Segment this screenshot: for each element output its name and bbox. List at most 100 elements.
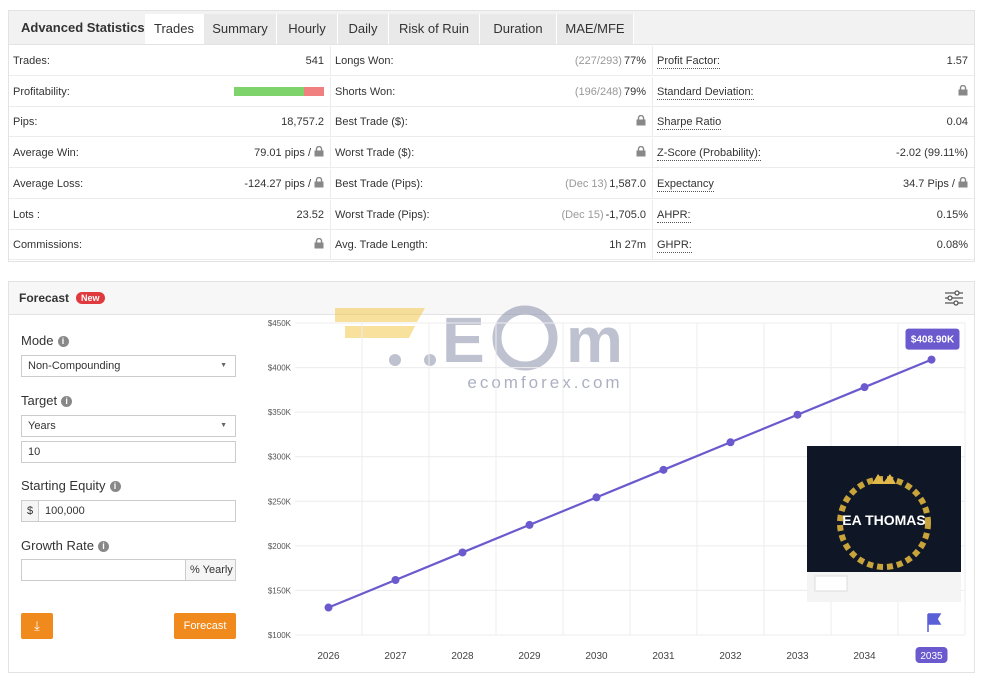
stat-label-text: GHPR: — [657, 239, 692, 254]
tab[interactable]: Risk of Ruin — [389, 14, 480, 44]
ad-image: EA THOMAS — [807, 446, 961, 602]
stat-value: 0.08% — [936, 239, 968, 252]
x-tick-label: 2029 — [518, 651, 541, 662]
stat-label: Best Trade (Pips): — [335, 177, 424, 190]
mode-select[interactable]: Non-Compounding ▼ — [21, 355, 236, 377]
stat-row: Profitability: — [9, 76, 331, 107]
stat-row: Sharpe Ratio 0.04 — [653, 107, 974, 138]
stat-value: 0.15% — [936, 208, 968, 221]
stat-value-cell: (Dec 15) -1,705.0 — [561, 200, 646, 230]
tab[interactable]: Trades — [145, 14, 204, 44]
stat-row: Lots : 23.52 — [9, 199, 331, 230]
lock-icon — [958, 176, 968, 188]
x-tick-label: 2035 — [920, 651, 943, 662]
x-tick-label: 2026 — [317, 651, 340, 662]
y-tick-label: $150K — [268, 586, 292, 595]
stat-value-cell: (Dec 13) 1,587.0 — [565, 169, 646, 199]
stat-value-cell: 0.04 — [947, 107, 968, 137]
stat-label: Avg. Trade Length: — [335, 239, 428, 252]
stat-value-cell: 79.01 pips / — [254, 138, 324, 168]
value-tooltip — [905, 328, 960, 350]
data-point — [659, 465, 668, 474]
stat-label: Z-Score (Probability): — [657, 138, 761, 168]
profitability-bar — [234, 86, 324, 96]
mode-label: Mode i — [21, 333, 69, 348]
stat-value-cell — [311, 230, 324, 260]
download-button[interactable]: ⤓ — [21, 613, 53, 639]
data-point — [793, 410, 802, 419]
stat-row: Shorts Won: (196/248) 79% — [331, 76, 653, 107]
stat-value: -2.02 (99.11%) — [896, 147, 968, 160]
svg-text:m: m — [566, 304, 623, 376]
mode-value: Non-Compounding — [28, 360, 121, 372]
tab-bar: Advanced Statistics Trades Summary Hourly D… — [9, 11, 974, 45]
stat-value-cell: 23.52 — [296, 200, 324, 230]
stat-value-cell: 0.08% — [937, 230, 968, 260]
x-tick-label: 2033 — [786, 651, 809, 662]
stat-value-cell: 1h 27m — [609, 230, 646, 260]
stat-label: Sharpe Ratio — [657, 107, 722, 137]
stat-row: Commissions: — [9, 230, 331, 261]
stat-label: Longs Won: — [335, 55, 394, 67]
stat-label: GHPR: — [657, 230, 692, 260]
growth-label-text: Growth Rate — [21, 538, 94, 553]
new-badge: New — [76, 292, 105, 304]
stat-row: Average Win: 79.01 pips / — [9, 138, 331, 169]
stat-label-text: Expectancy — [657, 177, 714, 192]
x-tick-highlight — [915, 647, 948, 663]
watermark-text: ecomforex.com — [467, 373, 622, 392]
stat-value: 79% — [623, 85, 646, 98]
tab[interactable]: MAE/MFE — [557, 14, 634, 44]
stat-label: Worst Trade (Pips): — [335, 208, 430, 221]
stat-value: 34.7 Pips / — [903, 177, 955, 190]
stat-value: 23.52 — [296, 208, 324, 221]
stat-label: Shorts Won: — [335, 85, 396, 98]
lock-icon — [314, 176, 324, 188]
data-point — [324, 603, 333, 612]
data-point — [592, 493, 601, 502]
y-tick-label: $250K — [268, 497, 292, 506]
watermark-logo: E m — [335, 304, 623, 376]
target-unit: Years — [28, 420, 56, 432]
stat-value: 1.57 — [946, 55, 968, 67]
stat-value-cell: 18,757.2 — [281, 107, 324, 137]
x-tick-label: 2030 — [585, 651, 608, 662]
stat-value-cell: -2.02 (99.11%) — [896, 138, 968, 168]
equity-input[interactable]: 100,000 — [38, 500, 236, 522]
y-tick-label: $200K — [268, 542, 292, 551]
stat-value: 1h 27m — [609, 239, 646, 252]
profitability-won — [234, 86, 305, 96]
stat-note: (Dec 13) — [565, 177, 608, 190]
x-tick-label: 2031 — [652, 651, 675, 662]
stat-value-cell: -124.27 pips / — [244, 169, 324, 199]
settings-icon[interactable] — [944, 289, 964, 307]
forecast-button[interactable]: Forecast — [174, 613, 236, 639]
y-tick-label: $100K — [268, 631, 292, 640]
stat-row: GHPR: 0.08% — [653, 230, 974, 261]
target-label-text: Target — [21, 393, 58, 408]
tab[interactable]: Hourly — [277, 14, 338, 44]
stat-row: Profit Factor: 1.57 — [653, 46, 974, 76]
stat-note: (196/248) — [574, 85, 622, 98]
tab[interactable]: Daily — [338, 14, 389, 44]
stat-row: Expectancy 34.7 Pips / — [653, 169, 974, 199]
data-point — [458, 548, 467, 557]
data-point — [726, 438, 735, 447]
data-point — [391, 575, 400, 584]
target-input[interactable]: 10 — [21, 441, 236, 463]
stat-label: Expectancy — [657, 169, 714, 199]
stat-row: AHPR: 0.15% — [653, 200, 974, 230]
target-select[interactable]: Years ▼ — [21, 415, 236, 437]
stat-row: Average Loss: -124.27 pips / — [9, 168, 331, 199]
stat-value: 541 — [305, 55, 324, 67]
equity-label-text: Starting Equity — [21, 478, 106, 493]
flag-icon — [927, 613, 942, 632]
stat-row: Z-Score (Probability): -2.02 (99.11%) — [653, 138, 974, 169]
stat-label-text: Profit Factor: — [657, 55, 720, 69]
tab[interactable]: Summary — [204, 14, 277, 44]
stat-label: AHPR: — [657, 200, 691, 230]
equity-label: Starting Equity i — [21, 478, 121, 493]
stat-value-cell — [955, 77, 968, 107]
tab[interactable]: Duration — [480, 14, 557, 44]
